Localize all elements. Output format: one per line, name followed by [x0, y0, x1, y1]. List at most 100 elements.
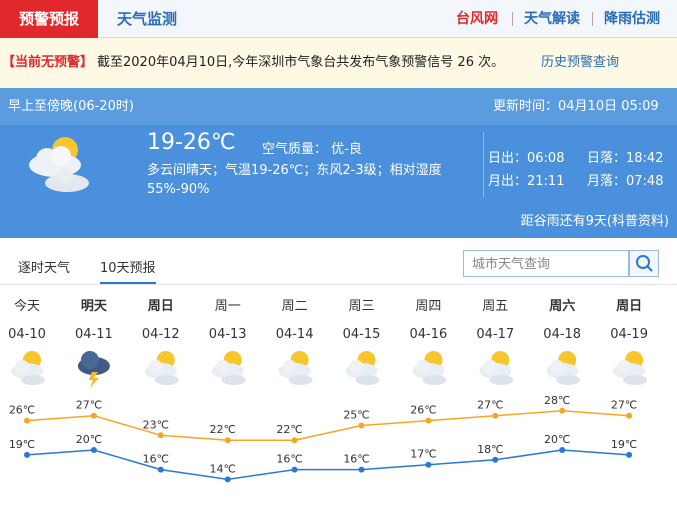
temp-label: 20℃	[544, 433, 570, 446]
temp-point	[559, 447, 566, 453]
weekday: 周三	[348, 299, 374, 314]
sunrise: 日出：06:08	[488, 151, 565, 166]
date: 04-10	[8, 327, 46, 342]
temp-point	[492, 456, 499, 463]
icon-part	[483, 360, 498, 374]
weekday: 明天	[81, 299, 108, 314]
weather-icon	[613, 351, 648, 385]
search-input[interactable]: 城市天气查询	[463, 250, 629, 277]
weather-icon	[144, 351, 179, 385]
date: 04-13	[209, 327, 247, 342]
divider	[592, 12, 593, 26]
icon-part	[623, 375, 648, 385]
weather-icon	[278, 351, 313, 385]
alert-message: 截至2020年04月10日,今年深圳市气象台共发布气象预警信号 26 次。	[97, 55, 505, 70]
weather-icon	[77, 351, 110, 388]
temp-point	[626, 412, 633, 419]
weather-icon	[345, 351, 380, 385]
nav-link[interactable]: 降雨估测	[604, 11, 660, 27]
temp-label: 19℃	[611, 438, 637, 451]
temp-label: 19℃	[9, 438, 35, 451]
icon-part	[80, 351, 99, 369]
alert-link[interactable]: 历史预警查询	[541, 55, 620, 70]
date: 04-11	[75, 327, 113, 342]
temp-point	[157, 432, 164, 439]
date: 04-12	[142, 327, 180, 342]
date: 04-18	[543, 327, 581, 342]
temp-label: 16℃	[143, 453, 169, 466]
temp-point	[90, 412, 97, 419]
icon-part	[288, 375, 313, 385]
temp-point	[24, 417, 30, 424]
countdown[interactable]: 距谷雨还有9天(科普资料)	[520, 214, 669, 229]
temp-label: 18℃	[477, 443, 503, 456]
temp-label: 26℃	[9, 404, 35, 417]
weekday: 周五	[482, 299, 508, 314]
temp-point	[626, 451, 633, 458]
weekday: 周日	[616, 299, 642, 314]
weather-icon	[546, 351, 581, 385]
weekday: 周四	[415, 299, 441, 314]
moonset: 月落：07:48	[587, 174, 664, 189]
weekday: 今天	[14, 298, 40, 314]
weather-icon	[412, 351, 447, 385]
temp-point	[559, 407, 566, 414]
nav-tab[interactable]: 天气监测	[117, 10, 178, 28]
temp-line	[26, 449, 630, 481]
weather-icon	[211, 351, 246, 385]
divider	[483, 132, 484, 197]
today-period: 早上至傍晚(06-20时)	[8, 99, 134, 114]
temp-point	[492, 412, 499, 419]
temp-label: 23℃	[143, 418, 169, 431]
temp-label: 16℃	[276, 453, 302, 466]
search-button[interactable]	[629, 250, 659, 277]
temp-label: 27℃	[76, 399, 102, 412]
icon-part	[355, 375, 380, 385]
icon-part	[88, 372, 99, 388]
tab[interactable]: 逐时天气	[18, 261, 71, 276]
weekday: 周六	[549, 298, 575, 314]
today-updated: 更新时间：04月10日 05:09	[493, 99, 659, 114]
nav-tab[interactable]: 预警预报	[0, 0, 98, 38]
icon-part	[556, 375, 581, 385]
icon-part	[215, 360, 230, 374]
temp-label: 20℃	[76, 433, 102, 446]
nav-link[interactable]: 台风网	[456, 11, 498, 27]
today-icon	[29, 137, 89, 192]
temp-label: 17℃	[410, 448, 436, 461]
temp-point	[425, 417, 432, 424]
temp-point	[24, 451, 30, 458]
date: 04-16	[410, 327, 448, 342]
alert-status: 【当前无预警】	[2, 55, 94, 70]
icon-part	[349, 360, 364, 374]
temp-label: 28℃	[544, 394, 570, 407]
temp-line	[26, 410, 630, 441]
weekday: 周日	[148, 299, 174, 314]
search-icon	[636, 255, 653, 272]
temp-point	[90, 447, 97, 453]
temp-point	[157, 466, 164, 473]
today-desc: 多云间晴天；气温19-26℃；东风2-3级；相对湿度55%-90%	[147, 163, 442, 197]
icon-part	[489, 375, 514, 385]
temp-point	[291, 466, 298, 473]
temp-point	[358, 422, 365, 429]
nav-link[interactable]: 天气解读	[524, 11, 580, 27]
temp-label: 27℃	[477, 399, 503, 412]
temp-label: 27℃	[611, 399, 637, 412]
temp-point	[291, 437, 298, 444]
sunset: 日落：18:42	[587, 151, 664, 166]
temp-label: 22℃	[276, 423, 302, 436]
date: 04-15	[343, 327, 381, 342]
tab[interactable]: 10天预报	[100, 257, 156, 284]
icon-part	[148, 360, 163, 374]
today-temp: 19-26℃	[147, 130, 236, 155]
temp-label: 14℃	[210, 462, 236, 475]
temp-label: 16℃	[343, 453, 369, 466]
icon-part	[416, 360, 431, 374]
date: 04-17	[476, 327, 514, 342]
temp-point	[358, 466, 365, 473]
date: 04-14	[276, 327, 314, 342]
icon-part	[221, 375, 246, 385]
